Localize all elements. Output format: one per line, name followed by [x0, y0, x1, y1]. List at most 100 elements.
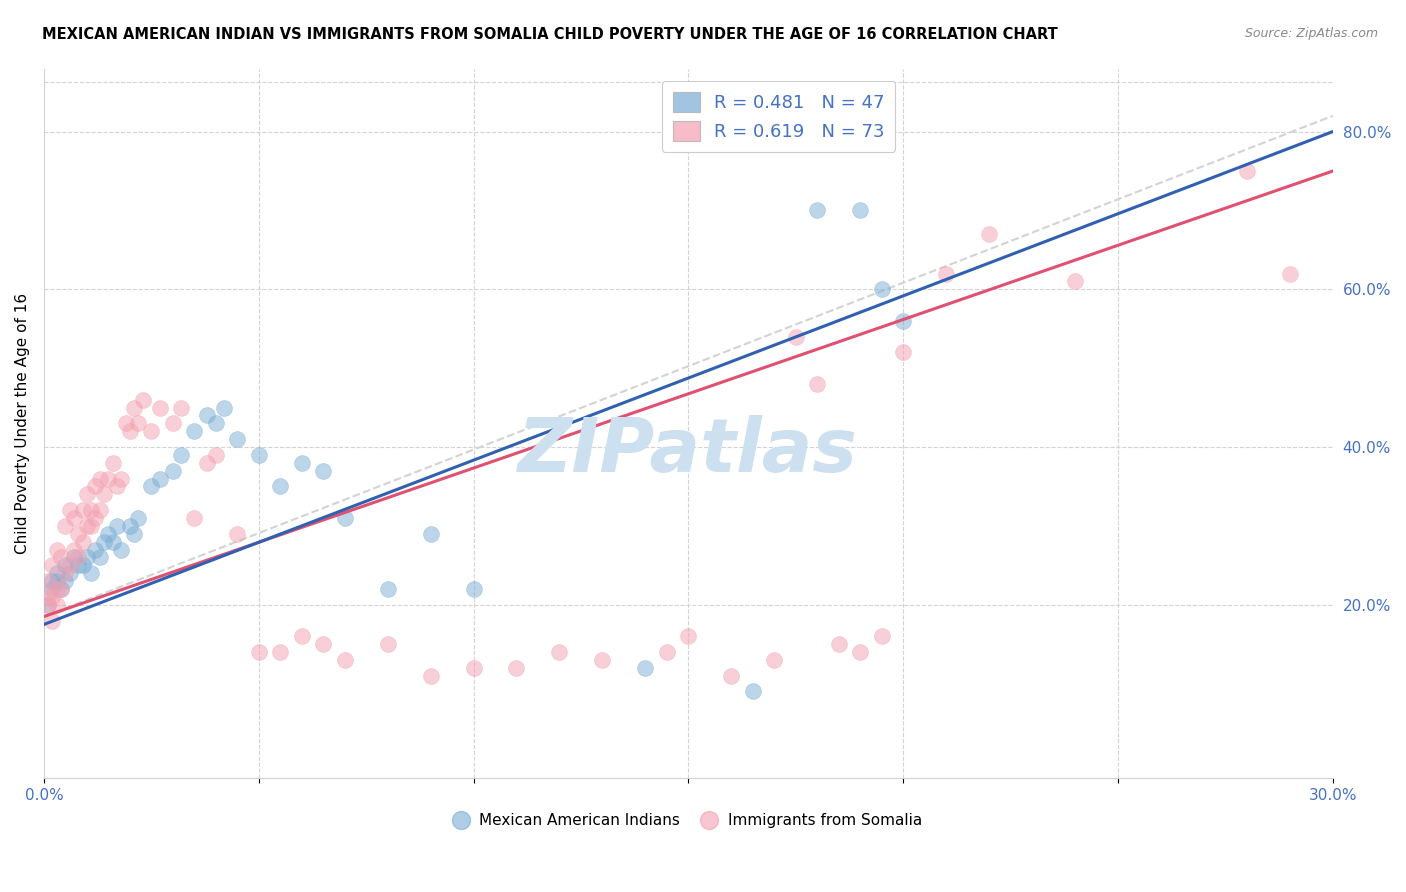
Point	[741, 684, 763, 698]
Point	[49, 550, 72, 565]
Point	[312, 464, 335, 478]
Point	[763, 653, 786, 667]
Point	[114, 417, 136, 431]
Point	[333, 653, 356, 667]
Point	[105, 479, 128, 493]
Point	[93, 534, 115, 549]
Point	[80, 566, 103, 581]
Text: ZIPatlas: ZIPatlas	[519, 416, 858, 488]
Point	[183, 424, 205, 438]
Point	[149, 472, 172, 486]
Point	[45, 598, 67, 612]
Point	[204, 448, 226, 462]
Point	[127, 511, 149, 525]
Point	[37, 598, 59, 612]
Point	[891, 345, 914, 359]
Point	[89, 550, 111, 565]
Point	[41, 582, 63, 596]
Point	[45, 582, 67, 596]
Point	[463, 661, 485, 675]
Point	[849, 203, 872, 218]
Point	[93, 487, 115, 501]
Point	[463, 582, 485, 596]
Point	[141, 424, 163, 438]
Point	[247, 645, 270, 659]
Point	[37, 590, 59, 604]
Point	[131, 392, 153, 407]
Point	[45, 574, 67, 588]
Point	[45, 566, 67, 581]
Point	[785, 329, 807, 343]
Y-axis label: Child Poverty Under the Age of 16: Child Poverty Under the Age of 16	[15, 293, 30, 554]
Point	[122, 401, 145, 415]
Point	[678, 629, 700, 643]
Point	[870, 629, 893, 643]
Point	[141, 479, 163, 493]
Point	[110, 542, 132, 557]
Point	[935, 267, 957, 281]
Point	[63, 542, 86, 557]
Point	[41, 574, 63, 588]
Point	[37, 574, 59, 588]
Point	[37, 598, 59, 612]
Point	[170, 448, 193, 462]
Point	[183, 511, 205, 525]
Point	[53, 558, 76, 573]
Point	[226, 526, 249, 541]
Point	[45, 542, 67, 557]
Point	[76, 550, 98, 565]
Point	[127, 417, 149, 431]
Point	[59, 566, 82, 581]
Point	[84, 511, 107, 525]
Point	[291, 456, 314, 470]
Point	[269, 479, 291, 493]
Point	[76, 487, 98, 501]
Point	[204, 417, 226, 431]
Point	[63, 550, 86, 565]
Point	[149, 401, 172, 415]
Legend: Mexican American Indians, Immigrants from Somalia: Mexican American Indians, Immigrants fro…	[449, 807, 928, 834]
Point	[67, 550, 90, 565]
Point	[118, 424, 141, 438]
Point	[1064, 275, 1087, 289]
Point	[291, 629, 314, 643]
Point	[828, 637, 851, 651]
Point	[377, 637, 399, 651]
Point	[162, 417, 184, 431]
Text: Source: ZipAtlas.com: Source: ZipAtlas.com	[1244, 27, 1378, 40]
Point	[67, 558, 90, 573]
Point	[72, 503, 94, 517]
Point	[110, 472, 132, 486]
Point	[84, 542, 107, 557]
Point	[76, 519, 98, 533]
Point	[67, 526, 90, 541]
Point	[870, 282, 893, 296]
Point	[377, 582, 399, 596]
Point	[891, 314, 914, 328]
Point	[226, 432, 249, 446]
Point	[101, 534, 124, 549]
Point	[105, 519, 128, 533]
Point	[53, 566, 76, 581]
Point	[53, 519, 76, 533]
Point	[419, 669, 441, 683]
Point	[101, 456, 124, 470]
Point	[548, 645, 571, 659]
Point	[195, 456, 218, 470]
Point	[505, 661, 527, 675]
Point	[269, 645, 291, 659]
Point	[63, 511, 86, 525]
Point	[97, 526, 120, 541]
Point	[591, 653, 613, 667]
Point	[118, 519, 141, 533]
Point	[80, 503, 103, 517]
Point	[333, 511, 356, 525]
Point	[720, 669, 742, 683]
Point	[162, 464, 184, 478]
Point	[97, 472, 120, 486]
Point	[80, 519, 103, 533]
Point	[72, 558, 94, 573]
Point	[806, 376, 828, 391]
Point	[312, 637, 335, 651]
Point	[170, 401, 193, 415]
